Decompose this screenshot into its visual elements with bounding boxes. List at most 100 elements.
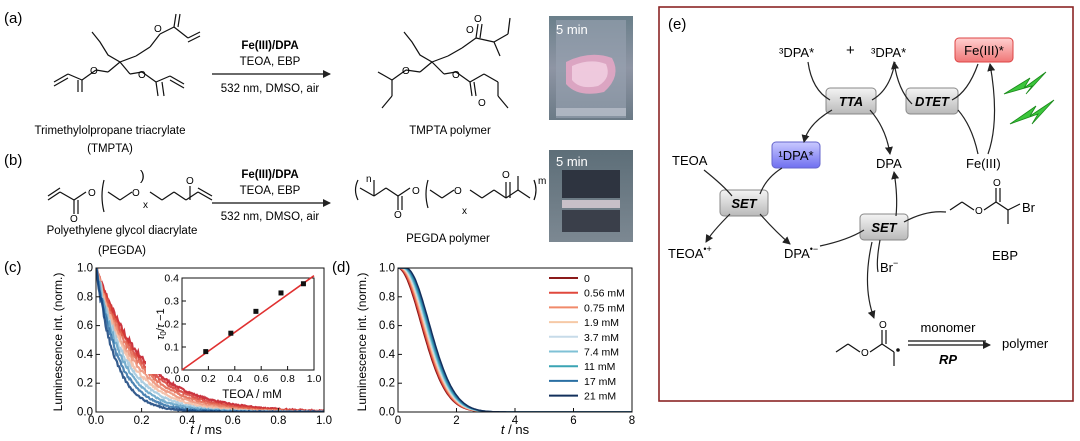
y-tick-label: 0.2: [77, 378, 93, 390]
dtet-box: [905, 87, 959, 115]
pegda-vial-photo: 5 min: [549, 150, 633, 242]
inset-data-point: [228, 330, 234, 336]
tta-label: TTA: [839, 94, 863, 109]
legend-entry: 11 mM: [584, 361, 615, 373]
svg-text:O: O: [478, 98, 486, 109]
svg-text:Br: Br: [1022, 200, 1036, 215]
photo-b-time: 5 min: [556, 154, 588, 169]
svg-text:O: O: [132, 188, 140, 199]
legend-entry: 7.4 mM: [584, 347, 619, 359]
x-tick-label: 0: [395, 415, 401, 427]
svg-text:O: O: [70, 214, 78, 225]
y-tick-label: 0.0: [164, 365, 179, 377]
panel-d-label: (d): [332, 259, 350, 276]
chart-d-xlabel: t / ns: [501, 422, 530, 437]
chart-c-inset: 0.0 0.2 0.4 0.6 0.8 1.0 0.0 0.1 0.2 0.3 0.4: [164, 273, 321, 386]
arrow-b-reagents: TEOA, EBP: [240, 185, 301, 197]
photo-a-time: 5 min: [556, 22, 588, 37]
x-tick-label: 0.6: [254, 373, 269, 385]
axes-frame: [95, 267, 325, 413]
inset-ylabel: τ0/τ −1: [155, 308, 168, 339]
panel-e: (e) ³DPA* + ³DPA* Fe(III)* TTA DTET ¹DPA…: [658, 6, 1074, 402]
inset-data-point: [253, 308, 259, 314]
pegda-polymer-name: PEGDA polymer: [406, 233, 490, 245]
decay-trace-d: [398, 268, 632, 412]
y-tick-label: 0.4: [77, 349, 94, 361]
set-left-label: SET: [731, 196, 757, 211]
sdpa-box: [771, 141, 821, 169]
inset-xlabel: TEOA / mM: [222, 389, 281, 401]
y-tick-label: 1.0: [379, 263, 395, 275]
legend-entry: 1.9 mM: [584, 317, 619, 329]
y-tick-label: 0.4: [379, 349, 396, 361]
species-fe: Fe(III): [966, 156, 1001, 171]
panel-a-label: (a): [4, 10, 22, 27]
decay-trace-d: [398, 268, 632, 412]
svg-text:O: O: [502, 170, 510, 181]
fe-excited-box: [954, 37, 1014, 63]
svg-text:O: O: [138, 70, 146, 81]
svg-text:O: O: [861, 348, 869, 359]
x-tick-label: 0.6: [225, 415, 241, 427]
y-tick-label: 0.8: [77, 291, 93, 303]
panel-b-label: (b): [4, 152, 22, 169]
panel-d: (d) Luminescence int. (norm.) t / ns 0 2 4…: [332, 259, 635, 437]
panel-b: (b) O O ) x O O Polyethylene glycol diac…: [4, 150, 633, 257]
svg-text:O: O: [412, 186, 420, 197]
pegda-polymer-structure: [354, 176, 537, 210]
svg-text:O: O: [402, 66, 410, 77]
y-tick-label: 0.2: [164, 319, 179, 331]
svg-text:): ): [140, 167, 145, 183]
chart-d-series: [398, 268, 632, 412]
tmpta-structure: [53, 13, 201, 97]
species-polymer: polymer: [1002, 336, 1049, 351]
svg-text:x: x: [143, 200, 148, 211]
y-tick-label: 0.0: [379, 407, 395, 419]
dtet-label: DTET: [915, 94, 950, 109]
pegda-structure: [47, 179, 213, 214]
set-right-box: [859, 213, 909, 241]
ebp-structure: [949, 188, 1021, 224]
svg-text:O: O: [452, 70, 460, 81]
x-tick-label: 8: [629, 415, 635, 427]
panel-c: (c) Luminescence int. (norm.) t / ms 0.0…: [4, 259, 332, 437]
set-left-box: [719, 189, 769, 217]
x-tick-label: 4: [512, 415, 519, 427]
chart-c-xlabel: t / ms: [190, 422, 222, 437]
x-tick-label: 0.2: [134, 415, 150, 427]
svg-text:O: O: [394, 210, 402, 221]
species-3dpa-right: ³DPA*: [871, 45, 906, 60]
species-1dpa: ¹DPA*: [778, 148, 813, 163]
x-tick-label: 0.0: [88, 415, 104, 427]
y-tick-label: 0.8: [379, 291, 395, 303]
decay-trace-d: [398, 268, 632, 412]
x-tick-label: 0.8: [270, 415, 286, 427]
tmpta-vial-photo: 5 min: [549, 16, 633, 120]
arrow-a-conditions: 532 nm, DMSO, air: [221, 83, 320, 95]
monomer-label: monomer: [921, 320, 977, 335]
panel-e-label: (e): [668, 16, 686, 33]
tta-box: [825, 87, 877, 115]
pegda-name: Polyethylene glycol diacrylate: [47, 225, 198, 237]
fit-line: [181, 275, 315, 371]
svg-text:O: O: [975, 206, 983, 217]
rp-label: RP: [939, 352, 957, 367]
species-dpa-radical: DPA•−: [784, 244, 818, 261]
y-tick-label: 0.3: [164, 296, 179, 308]
legend-entry: 17 mM: [584, 376, 616, 388]
svg-text:O: O: [186, 176, 194, 187]
legend-entry: 3.7 mM: [584, 332, 619, 344]
y-tick-label: 0.6: [77, 320, 93, 332]
plus-sign: +: [846, 42, 855, 59]
decay-trace-d: [398, 268, 632, 412]
species-fe-excited: Fe(III)*: [964, 43, 1004, 58]
decay-trace-d: [398, 268, 632, 412]
x-tick-label: 6: [570, 415, 576, 427]
species-3dpa-left: ³DPA*: [779, 45, 814, 60]
radical-structure: [835, 330, 895, 366]
svg-text:O: O: [993, 178, 1001, 189]
set-right-label: SET: [871, 220, 897, 235]
inset-data-point: [278, 290, 284, 296]
x-tick-label: 0.2: [201, 373, 216, 385]
legend-entry: 0: [584, 273, 590, 285]
